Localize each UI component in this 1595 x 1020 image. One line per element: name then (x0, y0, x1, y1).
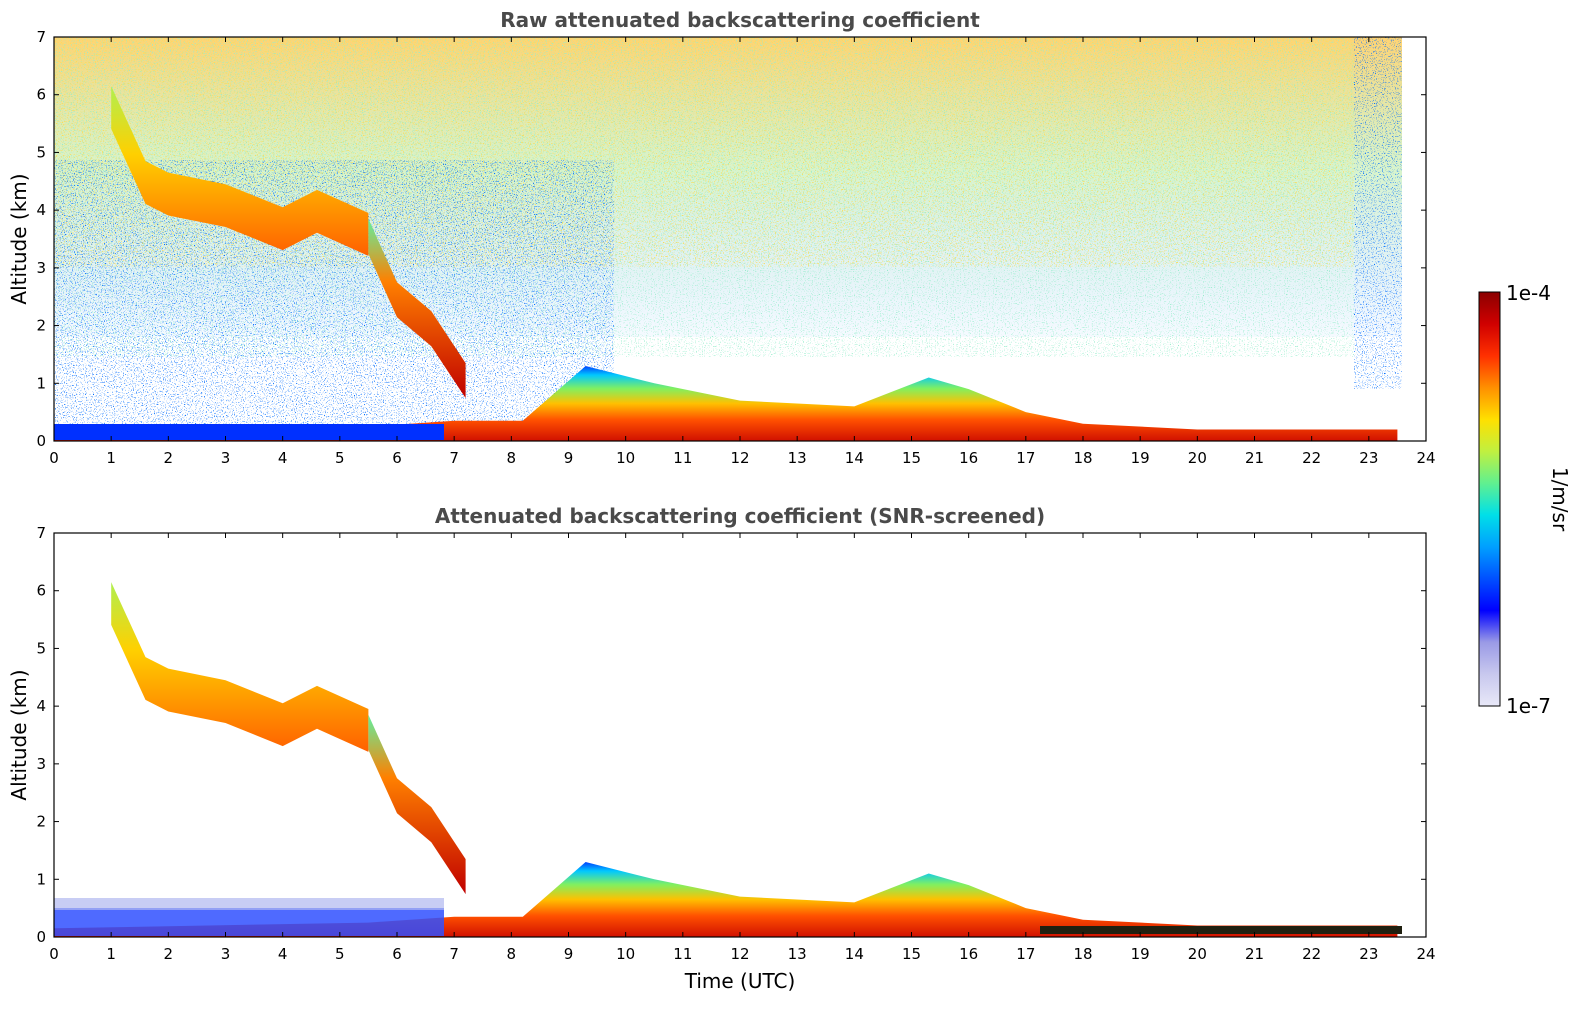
screened-x-tick-label: 9 (564, 945, 574, 963)
screened-x-tick-label: 5 (335, 945, 345, 963)
screened-y-tick-label: 4 (36, 697, 46, 715)
raw-speckle-blue-late (1354, 37, 1402, 389)
screened-x-tick-label: 1 (106, 945, 116, 963)
raw-y-tick-label: 5 (36, 143, 46, 161)
raw-x-tick-label: 2 (164, 449, 174, 467)
screened-boundary-layer (54, 862, 1398, 937)
screened-x-tick-label: 20 (1188, 945, 1207, 963)
raw-surface-blue (54, 424, 444, 440)
screened-x-tick-label: 7 (449, 945, 459, 963)
screened-x-tick-label: 21 (1245, 945, 1264, 963)
screened-x-tick-label: 11 (673, 945, 692, 963)
colorbar-min-label: 1e-7 (1506, 694, 1551, 718)
screened-descending-cloud-lower (368, 714, 466, 895)
raw-y-tick-label: 6 (36, 86, 46, 104)
raw-x-tick-label: 0 (49, 449, 59, 467)
screened-y-tick-label: 1 (36, 870, 46, 888)
raw-x-tick-label: 20 (1188, 449, 1207, 467)
raw-descending-cloud-lower (368, 218, 466, 399)
raw-x-tick-label: 17 (1016, 449, 1035, 467)
screened-x-tick-label: 4 (278, 945, 288, 963)
screened-y-tick-label: 7 (36, 524, 46, 542)
raw-x-tick-label: 15 (902, 449, 921, 467)
raw-descending-cloud (111, 86, 369, 256)
screened-x-tick-label: 2 (164, 945, 174, 963)
screened-y-tick-label: 6 (36, 582, 46, 600)
colorbar: 1e-4 1e-7 1/m/sr (1478, 281, 1572, 718)
raw-x-tick-label: 22 (1302, 449, 1321, 467)
raw-x-tick-label: 18 (1073, 449, 1092, 467)
screened-x-axis: 0 1 2 3 4 5 6 7 8 9 10 11 12 13 14 15 16 17 18 19 20 21 22 23 24 (49, 533, 1436, 963)
raw-y-tick-label: 7 (36, 28, 46, 46)
raw-x-tick-label: 5 (335, 449, 345, 467)
screened-x-tick-label: 10 (616, 945, 635, 963)
screened-x-tick-label: 15 (902, 945, 921, 963)
screened-panel-title: Attenuated backscattering coefficient (S… (435, 504, 1045, 528)
raw-heatmap (54, 37, 1426, 441)
screened-surface-haze (54, 898, 444, 910)
raw-y-tick-label: 0 (36, 432, 46, 450)
raw-x-tick-label: 1 (106, 449, 116, 467)
screened-x-tick-label: 24 (1416, 945, 1435, 963)
screened-x-tick-label: 13 (788, 945, 807, 963)
raw-y-tick-label: 4 (36, 201, 46, 219)
raw-x-tick-label: 6 (392, 449, 402, 467)
raw-boundary-layer (54, 366, 1398, 441)
screened-x-tick-label: 19 (1131, 945, 1150, 963)
colorbar-unit-label: 1/m/sr (1548, 467, 1572, 532)
screened-x-tick-label: 14 (845, 945, 864, 963)
raw-x-tick-label: 21 (1245, 449, 1264, 467)
raw-y-axis-label: Altitude (km) (7, 173, 31, 304)
raw-x-tick-label: 7 (449, 449, 459, 467)
screened-y-tick-label: 2 (36, 813, 46, 831)
raw-y-axis: 0 1 2 3 4 5 6 7 (36, 28, 1426, 450)
colorbar-max-label: 1e-4 (1506, 281, 1551, 305)
colorbar-gradient (1478, 291, 1501, 707)
raw-y-tick-label: 2 (36, 317, 46, 335)
screened-x-tick-label: 3 (221, 945, 231, 963)
screened-surface-blue (54, 908, 444, 936)
screened-x-tick-label: 8 (507, 945, 517, 963)
raw-x-tick-label: 11 (673, 449, 692, 467)
raw-x-tick-label: 9 (564, 449, 574, 467)
raw-panel-title: Raw attenuated backscattering coefficien… (500, 8, 980, 32)
raw-x-tick-label: 10 (616, 449, 635, 467)
raw-no-data-region (1402, 37, 1426, 441)
screened-x-tick-label: 6 (392, 945, 402, 963)
screened-x-tick-label: 0 (49, 945, 59, 963)
screened-panel: Attenuated backscattering coefficient (S… (7, 504, 1436, 993)
screened-x-tick-label: 22 (1302, 945, 1321, 963)
raw-x-tick-label: 12 (730, 449, 749, 467)
screened-y-tick-label: 3 (36, 755, 46, 773)
raw-y-tick-label: 3 (36, 259, 46, 277)
raw-x-tick-label: 8 (507, 449, 517, 467)
raw-panel: Raw attenuated backscattering coefficien… (7, 8, 1436, 467)
raw-y-tick-label: 1 (36, 374, 46, 392)
screened-x-tick-label: 18 (1073, 945, 1092, 963)
raw-x-tick-label: 14 (845, 449, 864, 467)
raw-x-tick-label: 16 (959, 449, 978, 467)
screened-x-axis-label: Time (UTC) (684, 969, 796, 993)
raw-x-tick-label: 4 (278, 449, 288, 467)
screened-x-tick-label: 17 (1016, 945, 1035, 963)
screened-y-axis-label: Altitude (km) (7, 669, 31, 800)
screened-y-tick-label: 5 (36, 639, 46, 657)
raw-x-tick-label: 19 (1131, 449, 1150, 467)
raw-x-tick-label: 3 (221, 449, 231, 467)
screened-surface-black (1040, 926, 1402, 934)
raw-x-tick-label: 13 (788, 449, 807, 467)
screened-y-axis: 0 1 2 3 4 5 6 7 (36, 524, 1426, 946)
raw-x-tick-label: 23 (1359, 449, 1378, 467)
raw-x-tick-label: 24 (1416, 449, 1435, 467)
screened-x-tick-label: 12 (730, 945, 749, 963)
screened-heatmap (54, 582, 1402, 937)
screened-x-tick-label: 23 (1359, 945, 1378, 963)
screened-y-tick-label: 0 (36, 928, 46, 946)
screened-descending-cloud (111, 582, 369, 752)
raw-x-axis: 0 1 2 3 4 5 6 7 8 9 10 11 12 13 14 15 16 17 18 19 20 21 22 23 24 (49, 37, 1436, 467)
screened-x-tick-label: 16 (959, 945, 978, 963)
